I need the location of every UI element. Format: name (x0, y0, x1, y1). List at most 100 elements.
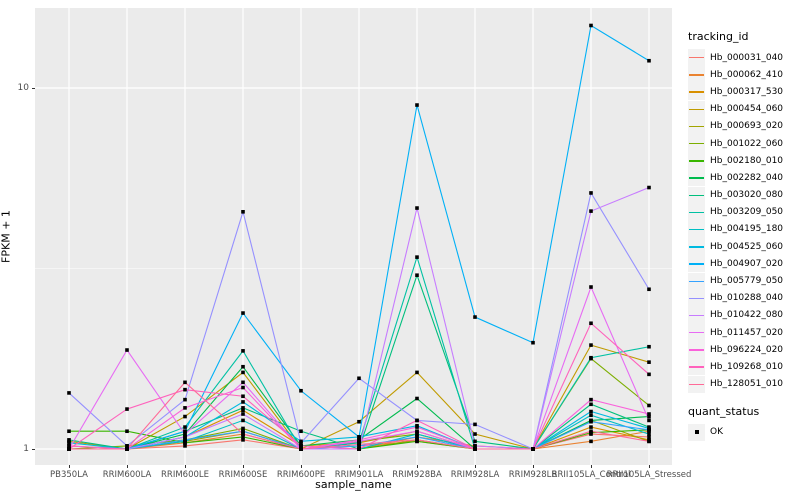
data-point-marker (183, 435, 187, 439)
x-tick-label: RRIM901LA (334, 470, 384, 480)
x-tick-label: RRII105LA_Control (551, 470, 631, 480)
data-point-marker (357, 376, 361, 381)
legend-key-line-icon (688, 117, 705, 135)
data-point-marker (241, 418, 245, 423)
legend-key-line-icon (688, 324, 705, 342)
legend-entry-Hb_096224_020: Hb_096224_020 (688, 341, 798, 359)
data-point-marker (241, 406, 245, 410)
legend-key-line-icon (688, 186, 705, 204)
data-point-marker (647, 287, 651, 292)
x-tick-mark (359, 465, 360, 468)
data-point-marker (415, 206, 419, 210)
data-point-marker (647, 372, 651, 377)
legend-key-line-icon (688, 100, 705, 118)
data-point-marker (241, 408, 245, 413)
x-tick-mark (243, 465, 244, 468)
data-point-marker (589, 419, 593, 424)
data-point-marker (183, 414, 187, 419)
legend-entry-label: Hb_010288_040 (710, 293, 784, 304)
legend-entry-Hb_003020_080: Hb_003020_080 (688, 186, 798, 204)
data-point-marker (589, 397, 593, 402)
x-tick-mark (591, 465, 592, 468)
x-tick-label: RRIM928LA (450, 470, 500, 480)
x-tick-mark (301, 465, 302, 468)
y-tick-label: 10 (17, 83, 29, 93)
legend-entry-label: Hb_109268_010 (710, 361, 784, 372)
legend-entry-label: Hb_096224_020 (710, 344, 784, 355)
data-point-marker (183, 438, 187, 442)
x-tick-label: RRIM600SE (218, 470, 268, 480)
data-point-marker (67, 391, 71, 395)
data-point-marker (357, 438, 361, 442)
legend-title-tracking-id: tracking_id (688, 30, 749, 43)
data-point-marker (647, 414, 651, 419)
data-point-marker (183, 397, 187, 402)
data-point-marker (589, 209, 593, 213)
x-tick-label: RRIM600LE (161, 470, 209, 480)
plot-panel (35, 8, 672, 465)
data-point-marker (589, 23, 593, 28)
x-tick-mark (533, 465, 534, 468)
data-point-marker (415, 396, 419, 401)
y-axis-title: FPKM + 1 (0, 210, 13, 263)
data-point-marker (183, 406, 187, 410)
x-axis-title: sample_name (315, 478, 392, 491)
data-point-marker (647, 418, 651, 423)
legend-entry-Hb_000693_020: Hb_000693_020 (688, 117, 798, 135)
data-point-marker (415, 435, 419, 439)
data-point-marker (125, 444, 129, 448)
data-point-marker (241, 432, 245, 436)
data-point-marker (183, 425, 187, 429)
legend-entry-Hb_011457_020: Hb_011457_020 (688, 324, 798, 342)
data-point-marker (241, 385, 245, 390)
data-point-marker (241, 412, 245, 416)
x-tick-label: RRIM928LB (508, 470, 558, 480)
x-tick-label: PB350LA (50, 470, 88, 480)
data-point-marker (415, 425, 419, 429)
data-point-marker (647, 435, 651, 439)
data-point-marker (299, 429, 303, 434)
data-point-marker (589, 343, 593, 347)
legend-entry-label: Hb_005779_050 (710, 276, 784, 287)
legend-entry-Hb_001022_060: Hb_001022_060 (688, 135, 798, 153)
x-tick-mark (649, 465, 650, 468)
data-point-marker (183, 432, 187, 436)
data-point-marker (589, 402, 593, 407)
data-point-marker (647, 412, 651, 416)
data-point-marker (241, 364, 245, 369)
legend-entry-label: Hb_003020_080 (710, 190, 784, 201)
data-point-marker (125, 429, 129, 434)
legend-entry-label: Hb_128051_010 (710, 379, 784, 390)
legend-entry-Hb_005779_050: Hb_005779_050 (688, 272, 798, 290)
legend-entry-label: Hb_000454_060 (710, 104, 784, 115)
data-point-marker (589, 321, 593, 326)
legend-entry-label: Hb_000062_410 (710, 69, 784, 80)
legend-key-square-icon (688, 423, 705, 441)
x-tick-label: RRIM600LA (102, 470, 152, 480)
data-point-marker (241, 210, 245, 214)
data-point-marker (125, 407, 129, 411)
data-point-marker (241, 311, 245, 315)
x-tick-mark (417, 465, 418, 468)
x-tick-mark (185, 465, 186, 468)
legend-entry-Hb_000031_040: Hb_000031_040 (688, 49, 798, 67)
legend-key-line-icon (688, 375, 705, 393)
data-point-marker (241, 438, 245, 442)
quant-status-label: OK (710, 427, 723, 438)
legend-items: Hb_000031_040 Hb_000062_410 Hb_000317_530 H… (688, 49, 798, 393)
y-tick-label: 1 (23, 444, 29, 454)
data-point-marker (473, 444, 477, 448)
legend-entry-label: Hb_000031_040 (710, 52, 784, 63)
data-point-marker (67, 438, 71, 442)
legend-entry-label: Hb_003209_050 (710, 207, 784, 218)
legend-entry-Hb_004525_060: Hb_004525_060 (688, 238, 798, 256)
data-point-marker (299, 441, 303, 445)
data-point-marker (415, 429, 419, 434)
data-point-marker (357, 442, 361, 447)
data-point-marker (473, 447, 477, 451)
data-point-marker (125, 447, 129, 451)
y-tick-mark (32, 88, 35, 89)
legend-entry-Hb_003209_050: Hb_003209_050 (688, 203, 798, 221)
x-tick-label: RRIM600PE (276, 470, 326, 480)
